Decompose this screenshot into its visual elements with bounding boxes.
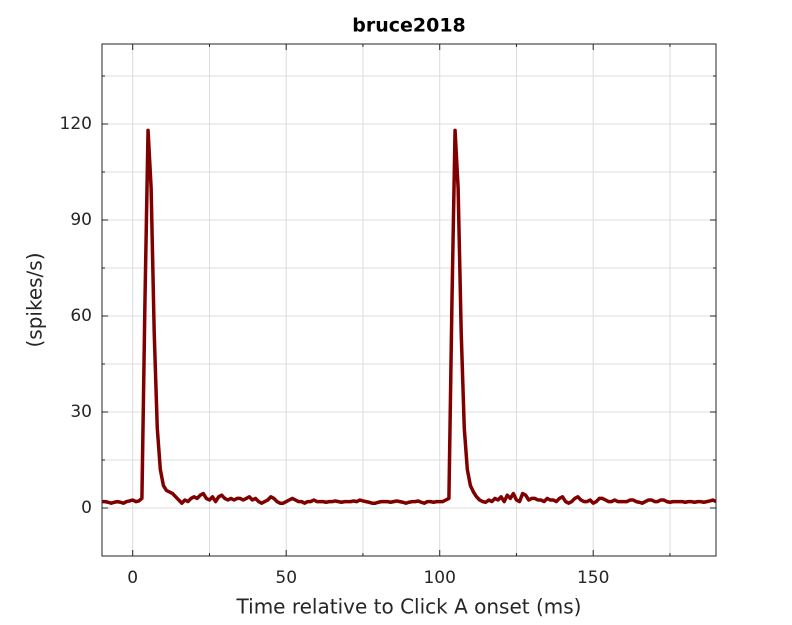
y-axis-label: (spikes/s) <box>23 252 47 347</box>
x-tick-label: 0 <box>127 568 138 588</box>
x-tick-label: 100 <box>423 568 455 588</box>
y-tick-label: 120 <box>60 114 92 134</box>
x-tick-label: 50 <box>275 568 297 588</box>
data-line <box>102 128 716 505</box>
chart-title: bruce2018 <box>352 15 466 37</box>
y-tick-label: 0 <box>81 498 92 518</box>
x-axis-label: Time relative to Click A onset (ms) <box>236 595 582 619</box>
x-tick-label: 150 <box>577 568 609 588</box>
y-tick-label: 60 <box>70 306 92 326</box>
y-tick-label: 90 <box>70 210 92 230</box>
plot-frame <box>101 43 717 557</box>
y-tick-label: 30 <box>70 402 92 422</box>
